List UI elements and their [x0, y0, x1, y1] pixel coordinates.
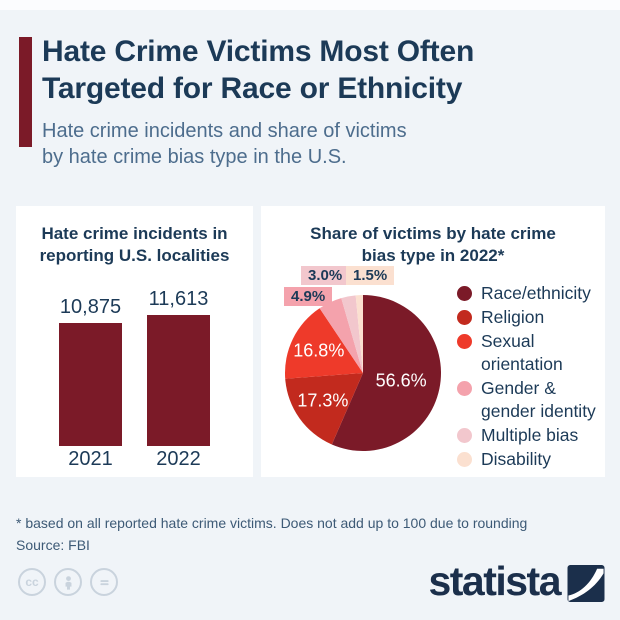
- legend-label: Gender & gender identity: [481, 378, 596, 421]
- accent-bar: [19, 37, 32, 147]
- subtitle-line-1: Hate crime incidents and share of victim…: [42, 120, 407, 142]
- bar-value-label: 11,613: [148, 288, 209, 310]
- cc-icon-label: cc: [25, 575, 39, 589]
- legend-label: Disability: [481, 449, 552, 469]
- legend-bullet-icon: [457, 286, 472, 301]
- legend-bullet-icon: [457, 310, 472, 325]
- pie-slice-5: [355, 295, 363, 373]
- pie-chart: 56.6% 17.3% 16.8%: [283, 293, 443, 453]
- pie-value-label: 17.3%: [297, 390, 349, 411]
- pie-callout-gender: 4.9%: [284, 287, 333, 306]
- bar-category-label: 2021: [68, 448, 113, 470]
- bar-category-label: 2022: [156, 448, 201, 470]
- bar-group-2022: 11,613 2022: [147, 287, 210, 471]
- pie-callout-disability: 1.5%: [346, 266, 395, 285]
- legend-item: Disability: [457, 448, 599, 471]
- legend-item: Multiple bias: [457, 424, 599, 447]
- pie-legend: Race/ethnicity Religion Sexual orientati…: [457, 282, 599, 472]
- pie-callout-multiple-bias: 3.0%: [301, 266, 350, 285]
- bar-chart: 10,875 2021 11,613 2022: [16, 288, 253, 471]
- footer-notes: * based on all reported hate crime victi…: [16, 512, 527, 556]
- statista-logo[interactable]: statista: [428, 561, 605, 602]
- bar-2021: [59, 323, 122, 446]
- legend-label: Multiple bias: [481, 425, 579, 445]
- source: Source: FBI: [16, 537, 90, 553]
- cc-license: cc: [18, 568, 118, 596]
- pie-chart-card: Share of victims by hate crime bias type…: [261, 206, 605, 477]
- legend-bullet-icon: [457, 334, 472, 349]
- pie-slice-4: [341, 295, 363, 373]
- subtitle-line-2: by hate crime bias type in the U.S.: [42, 146, 347, 168]
- page-subtitle: Hate crime incidents and share of victim…: [42, 118, 608, 170]
- legend-bullet-icon: [457, 452, 472, 467]
- pie-value-label: 56.6%: [375, 370, 427, 391]
- footnote: * based on all reported hate crime victi…: [16, 515, 528, 531]
- statista-wordmark: statista: [428, 558, 561, 604]
- pie-slice-1: [285, 373, 363, 445]
- bar-group-2021: 10,875 2021: [59, 295, 122, 471]
- legend-label: Sexual orientation: [481, 331, 563, 374]
- top-strip: [0, 0, 620, 10]
- pie-slice-3: [319, 298, 363, 373]
- page-title: Hate Crime Victims Most Often Targeted fo…: [42, 33, 608, 107]
- statista-logo-icon: [567, 565, 605, 602]
- title-line-2: Targeted for Race or Ethnicity: [42, 72, 463, 105]
- bar-chart-title: Hate crime incidents in reporting U.S. l…: [39, 224, 230, 265]
- cc-nd-icon[interactable]: [90, 568, 118, 596]
- header: Hate Crime Victims Most Often Targeted fo…: [19, 33, 608, 170]
- pie-svg: [284, 295, 442, 451]
- bar-value-label: 10,875: [59, 296, 122, 318]
- cc-attribution-icon[interactable]: [54, 568, 82, 596]
- cc-icon[interactable]: cc: [18, 568, 46, 596]
- legend-item: Religion: [457, 306, 599, 329]
- legend-label: Religion: [481, 307, 545, 327]
- bar-2022: [147, 315, 210, 446]
- legend-bullet-icon: [457, 381, 472, 396]
- legend-bullet-icon: [457, 428, 472, 443]
- pie-value-label: 16.8%: [293, 340, 345, 361]
- legend-item: Race/ethnicity: [457, 282, 599, 305]
- equals-icon: [99, 579, 109, 585]
- legend-label: Race/ethnicity: [481, 283, 591, 303]
- legend-item: Gender & gender identity: [457, 377, 599, 423]
- legend-item: Sexual orientation: [457, 330, 599, 376]
- person-icon: [65, 575, 71, 590]
- title-line-1: Hate Crime Victims Most Often: [42, 35, 475, 68]
- bar-chart-card: Hate crime incidents in reporting U.S. l…: [16, 206, 253, 477]
- pie-slice-0: [331, 295, 442, 451]
- pie-chart-title: Share of victims by hate crime bias type…: [310, 224, 556, 265]
- pie-slice-2: [284, 308, 363, 379]
